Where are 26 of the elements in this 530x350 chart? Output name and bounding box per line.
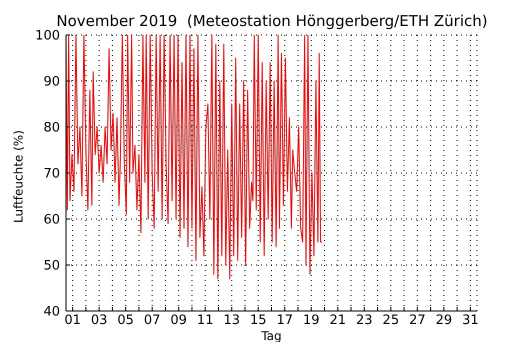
y-tick-label: 40	[43, 304, 60, 320]
y-tick-label: 60	[43, 212, 60, 228]
chart-title: November 2019 (Meteostation Hönggerberg/ETH Zürich)	[56, 12, 489, 30]
x-tick-label: 07	[144, 313, 160, 328]
x-tick-label: 25	[382, 313, 400, 328]
y-axis-title: Luftfeuchte (%)	[11, 130, 26, 223]
x-tick-label: 05	[117, 313, 134, 328]
x-tick-label: 31	[462, 313, 479, 328]
x-tick-label: 19	[303, 313, 320, 328]
x-tick-label: 27	[409, 313, 426, 328]
y-tick-label: 50	[43, 258, 60, 274]
x-tick-label: 23	[356, 313, 373, 328]
x-tick-label: 03	[90, 313, 108, 328]
line-series	[66, 35, 322, 280]
y-tick-label: 90	[43, 74, 60, 90]
x-tick-label: 13	[223, 313, 240, 328]
y-tick-label: 70	[43, 166, 60, 182]
x-tick-label: 17	[276, 313, 294, 328]
y-tick-label: 100	[35, 28, 60, 44]
x-tick-label: 29	[436, 313, 452, 328]
x-tick-label: 21	[330, 313, 346, 328]
y-tick-label: 80	[43, 120, 60, 136]
x-tick-label: 01	[64, 313, 81, 328]
x-tick-label: 09	[170, 313, 187, 328]
x-tick-label: 11	[196, 313, 214, 328]
x-tick-label: 15	[250, 313, 267, 328]
